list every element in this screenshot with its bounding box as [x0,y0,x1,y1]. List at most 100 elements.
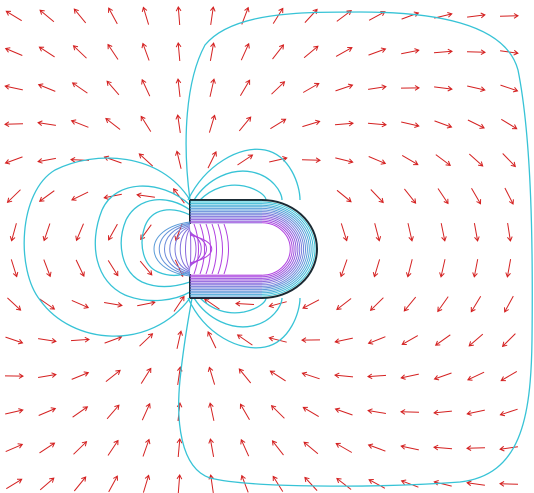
field-arrow-head [141,78,147,85]
field-arrow [238,116,252,132]
field-arrow-head [175,78,182,84]
field-arrow [106,80,120,96]
field-arrow-head [176,438,183,444]
field-arrow-head [380,159,387,165]
top-field-line-2 [193,170,283,201]
field-arrow-head [408,236,414,242]
field-arrow-head [466,480,472,487]
field-arrow-head [381,121,387,128]
field-arrow [271,81,285,95]
field-arrow-head [467,375,473,381]
field-arrow-head [278,7,284,14]
field-arrow-head [81,441,88,447]
field-arrow-head [400,479,407,485]
field-arrow-head [499,410,506,417]
field-arrow [107,440,119,456]
field-arrow-head [367,408,373,414]
field-arrow-head [207,366,214,373]
field-arrow-head [210,114,217,121]
field-arrow [467,85,485,91]
field-arrow-head [238,368,244,374]
field-arrow-head [347,83,354,90]
field-arrow-head [83,371,90,377]
field-arrow-head [279,81,286,87]
field-arrow-head [400,374,406,380]
magnet-contour-line [190,211,305,287]
magnet-contour-line [190,207,308,291]
gap-field-line [164,223,191,275]
field-arrow [177,438,181,458]
lower-arm-band [190,274,262,298]
field-arrow-head [245,79,251,85]
gap-field-line [158,222,191,276]
field-arrow-head [4,159,11,165]
field-arrow [142,475,150,493]
field-arrow [105,370,121,382]
field-arrow-head [268,335,274,342]
field-arrow [269,157,287,163]
field-arrow-head [476,199,482,205]
gap-inner-line [211,223,217,275]
field-arrow-head [499,481,505,487]
field-arrow-head [437,306,443,313]
field-arrow-head [175,6,182,12]
field-arrow [5,85,23,91]
field-arrow-head [512,86,519,93]
field-arrow [468,333,484,347]
field-arrow [303,441,319,455]
left-inner-loop-3 [141,209,191,277]
field-arrow [142,43,150,61]
field-arrow-head [37,83,44,89]
upper-arm-band [190,200,262,224]
field-arrow-head [175,114,181,120]
field-arrow-head [4,47,11,53]
field-arrow [137,194,155,198]
field-arrow [507,223,511,241]
field-arrow-head [281,118,287,124]
field-arrow [39,298,55,310]
field-arrow-head [405,272,412,278]
field-arrow-head [113,270,119,277]
field-arrow [38,157,56,163]
field-arrow-head [239,403,245,409]
field-arrow [304,477,318,491]
field-arrow-head [49,304,56,310]
field-arrow-head [208,438,214,444]
field-arrow [209,79,215,97]
field-arrow [72,82,88,94]
field-arrow [335,337,353,343]
field-arrow [340,259,348,277]
gap-inner-line [193,223,199,275]
field-arrow [434,372,452,380]
field-arrow-head [235,300,241,307]
field-arrow [71,120,89,128]
field-arrow-head [113,439,119,446]
field-arrow [272,440,284,456]
field-arrow [504,295,514,313]
field-arrow-head [508,199,514,205]
field-arrow [335,408,353,416]
field-arrow-head [37,158,43,164]
field-arrow [240,403,250,421]
field-arrow-head [147,270,153,276]
field-arrow-head [413,160,419,166]
field-arrow [139,260,153,276]
field-arrow [38,408,56,416]
field-arrow [71,191,89,201]
field-arrow [107,44,119,60]
field-arrow-head [411,198,417,204]
field-arrow [467,14,485,18]
field-arrow-head [403,306,409,312]
field-arrow-head [145,438,151,445]
field-arrow-head [144,474,151,481]
field-arrow-head [175,150,181,156]
field-arrow-head [114,404,120,410]
field-arrow [368,86,386,90]
large-loop-field-line [178,11,533,487]
field-arrow [401,373,419,379]
field-arrow-head [367,373,373,380]
field-arrow-head [103,194,109,200]
field-arrow-head [268,302,274,309]
field-arrow [335,47,353,57]
